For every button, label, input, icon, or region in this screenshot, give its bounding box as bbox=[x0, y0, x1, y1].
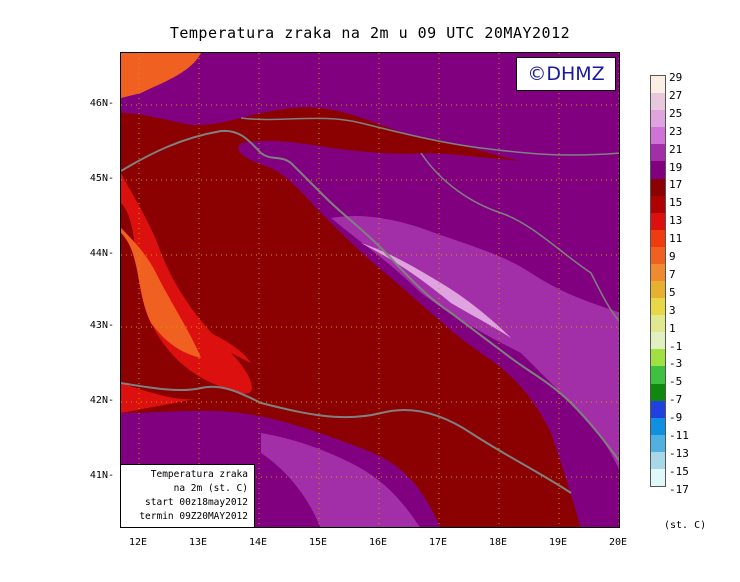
dhmz-copyright-badge: ©DHMZ bbox=[516, 57, 616, 91]
legend-swatch bbox=[651, 212, 665, 231]
lon-tick-label: 18E bbox=[488, 537, 508, 548]
lon-tick-label: 13E bbox=[188, 537, 208, 548]
temperature-map[interactable] bbox=[120, 52, 620, 528]
map-svg bbox=[121, 53, 619, 527]
legend-tick-label: 15 bbox=[669, 196, 683, 210]
lon-tick-label: 12E bbox=[128, 537, 148, 548]
southern-italy-cool bbox=[261, 433, 420, 527]
legend-tick-label: 19 bbox=[669, 160, 683, 174]
lat-tick-label: 41N- bbox=[89, 470, 114, 481]
central-italy-hot-2 bbox=[191, 328, 251, 363]
legend-swatch bbox=[651, 349, 665, 367]
legend-swatch bbox=[651, 417, 665, 436]
legend-tick-label: 25 bbox=[669, 106, 683, 120]
legend-tick-label: 17 bbox=[669, 178, 683, 192]
legend-tick-label: 5 bbox=[669, 285, 676, 299]
legend-tick-label: -9 bbox=[669, 411, 683, 425]
legend-swatch bbox=[651, 315, 665, 333]
legend-swatch bbox=[651, 178, 665, 197]
lat-tick-label: 43N- bbox=[89, 320, 114, 331]
northern-land bbox=[121, 53, 619, 169]
legend-tick-label: -11 bbox=[669, 429, 689, 442]
dinaric-alps-cool bbox=[331, 216, 619, 470]
balkan-land bbox=[238, 140, 619, 527]
info-line-unit: na 2m (st. C) bbox=[173, 483, 248, 494]
legend-swatch bbox=[651, 383, 665, 402]
lon-tick-label: 20E bbox=[608, 537, 628, 548]
legend-swatch bbox=[651, 281, 665, 299]
lon-tick-label: 14E bbox=[248, 537, 268, 548]
forecast-info-box: Temperatura zraka na 2m (st. C) start 00… bbox=[120, 464, 255, 528]
legend-swatch bbox=[651, 246, 665, 265]
legend-swatch bbox=[651, 366, 665, 384]
lat-tick-label: 42N- bbox=[89, 395, 114, 406]
legend-swatch bbox=[651, 127, 665, 145]
northern-border bbox=[240, 117, 619, 156]
legend-swatch bbox=[651, 434, 665, 453]
italy-south-region bbox=[121, 383, 201, 413]
legend-swatch bbox=[651, 195, 665, 214]
po-valley-hot bbox=[121, 53, 201, 98]
legend-swatch bbox=[651, 161, 665, 179]
info-line-variable: Temperatura zraka bbox=[150, 469, 248, 480]
legend-swatch bbox=[651, 400, 665, 419]
legend-swatch bbox=[651, 468, 665, 487]
legend-tick-label: 27 bbox=[669, 88, 683, 102]
central-italy-hot bbox=[121, 228, 201, 358]
legend-tick-label: -13 bbox=[669, 446, 689, 460]
adriatic-coastline bbox=[121, 129, 619, 463]
legend-tick-label: -17 bbox=[669, 482, 689, 496]
lat-lon-grid bbox=[121, 53, 619, 527]
legend-swatch bbox=[651, 263, 665, 282]
legend-tick-label: -1 bbox=[669, 339, 683, 353]
lon-tick-label: 16E bbox=[368, 537, 388, 548]
info-line-start: start 00z18may2012 bbox=[145, 497, 248, 508]
legend-tick-label: 21 bbox=[669, 142, 683, 156]
legend-swatch bbox=[651, 93, 665, 111]
legend-swatch bbox=[651, 298, 665, 316]
legend-tick-label: 3 bbox=[669, 303, 676, 317]
legend-tick-label: 11 bbox=[669, 232, 683, 246]
color-legend bbox=[650, 75, 666, 487]
legend-swatch bbox=[651, 451, 665, 470]
legend-swatch bbox=[651, 76, 665, 94]
legend-tick-label: 1 bbox=[669, 321, 676, 335]
southern-coastline bbox=[121, 382, 572, 494]
info-line-termin: termin 09Z20MAY2012 bbox=[139, 511, 248, 522]
lon-tick-label: 19E bbox=[548, 537, 568, 548]
legend-tick-label: -15 bbox=[669, 464, 689, 478]
lat-tick-label: 45N- bbox=[89, 173, 114, 184]
legend-swatch bbox=[651, 332, 665, 350]
legend-tick-label: 9 bbox=[669, 250, 676, 263]
legend-tick-label: -3 bbox=[669, 357, 683, 371]
lat-tick-label: 44N- bbox=[89, 248, 114, 259]
legend-tick-label: -5 bbox=[669, 375, 683, 389]
legend-swatch bbox=[651, 229, 665, 248]
legend-tick-label: 23 bbox=[669, 124, 683, 138]
legend-tick-label: 7 bbox=[669, 267, 676, 281]
map-title: Temperatura zraka na 2m u 09 UTC 20MAY20… bbox=[169, 24, 571, 42]
legend-tick-label: 29 bbox=[669, 71, 683, 84]
legend-swatch bbox=[651, 110, 665, 128]
legend-tick-label: 13 bbox=[669, 214, 683, 228]
dinaric-alps-cold bbox=[361, 243, 511, 338]
inland-border bbox=[420, 152, 619, 322]
lon-tick-label: 17E bbox=[428, 537, 448, 548]
legend-unit: (st. C) bbox=[664, 520, 707, 531]
legend-swatch bbox=[651, 144, 665, 162]
lat-tick-label: 46N- bbox=[89, 98, 114, 109]
lon-tick-label: 15E bbox=[308, 537, 328, 548]
legend-tick-label: -7 bbox=[669, 393, 683, 407]
